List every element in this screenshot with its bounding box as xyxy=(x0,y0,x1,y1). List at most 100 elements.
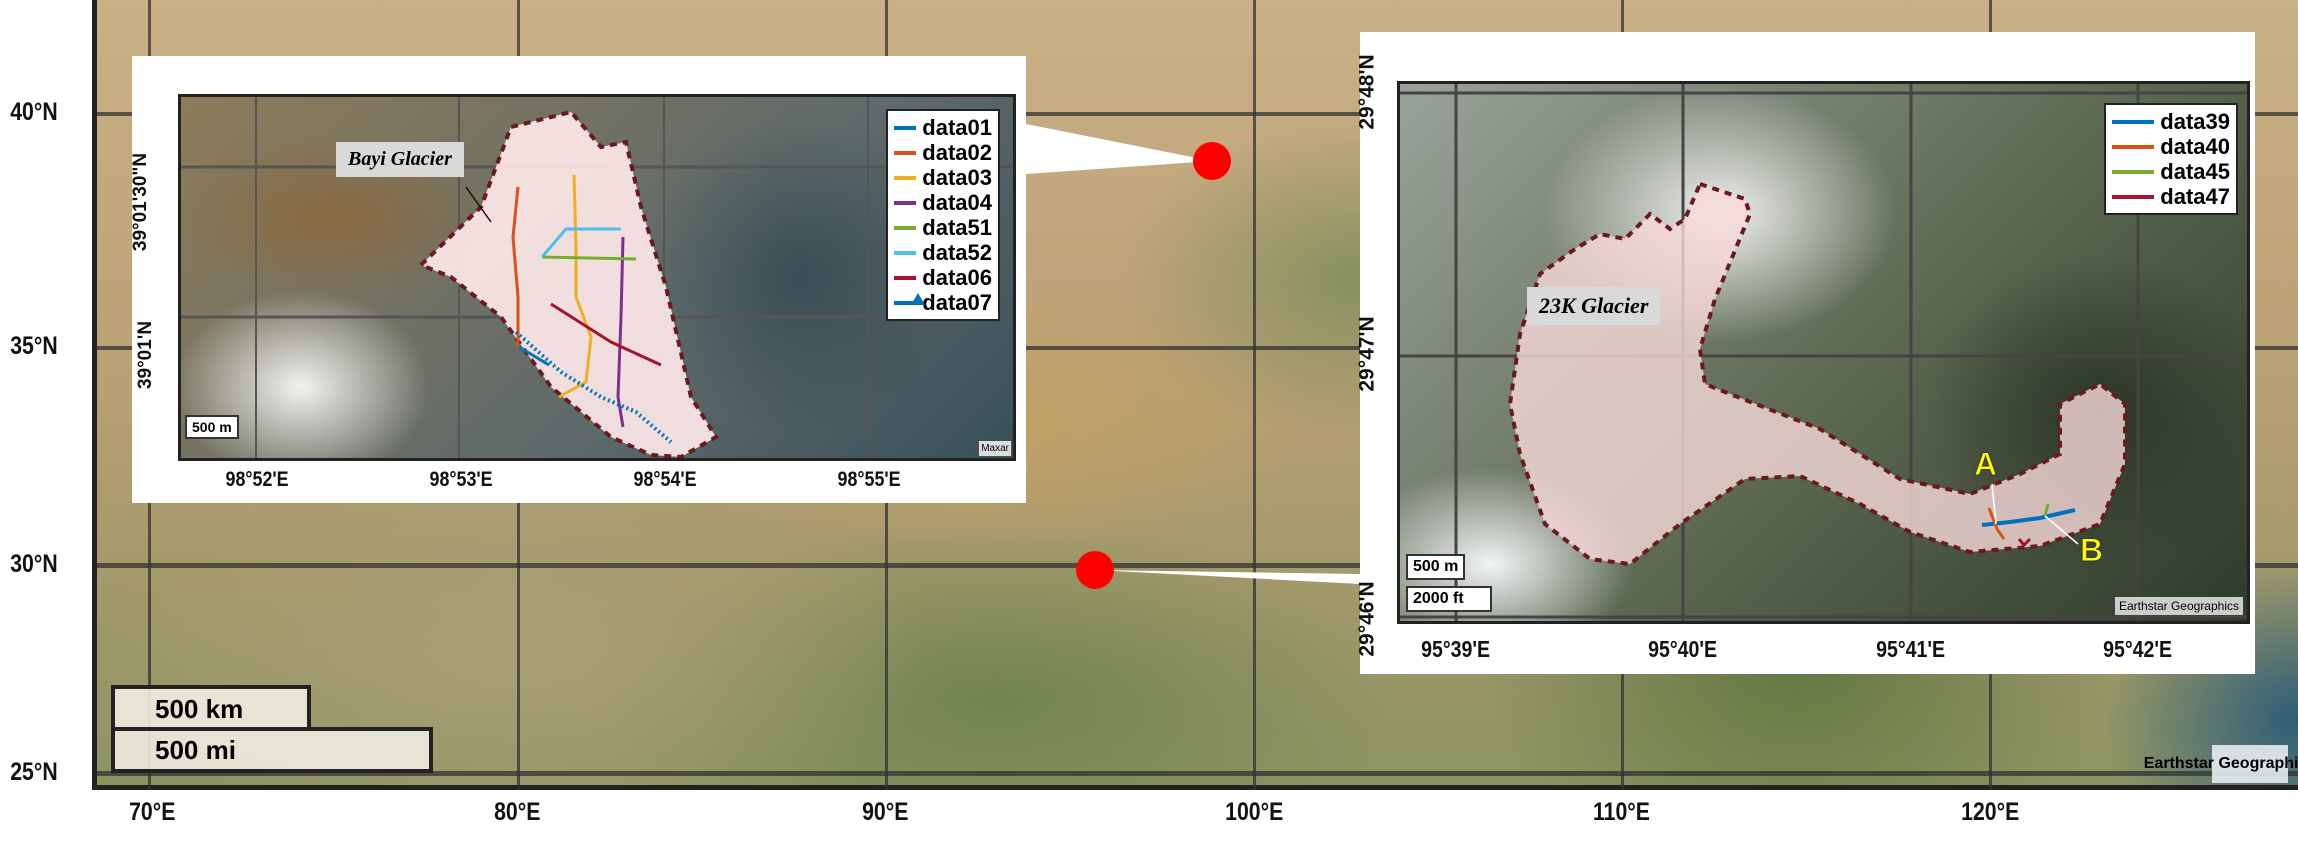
lat-label: 40°N xyxy=(10,98,58,126)
legend-label: data01 xyxy=(922,114,992,140)
scale-bar-km: 500 km xyxy=(111,685,311,729)
glacier-label: 23K Glacier xyxy=(1527,287,1661,325)
line-swatch-icon xyxy=(2112,119,2155,124)
callout-wedge-bayi xyxy=(1026,124,1212,174)
legend-item: data45 xyxy=(2112,159,2230,184)
legend-label: data03 xyxy=(922,164,992,190)
gridline-35n xyxy=(97,346,2298,350)
scale-bar-ft: 2000 ft xyxy=(1406,586,1492,612)
legend-label: data45 xyxy=(2160,158,2230,184)
bayi-glacier-outline xyxy=(417,109,719,458)
lat-label: 39°01'N xyxy=(135,320,157,390)
line-swatch-icon xyxy=(894,225,917,230)
lon-label: 95°41'E xyxy=(1876,636,1946,662)
legend-item: data07 xyxy=(894,290,992,315)
lat-label: 30°N xyxy=(10,550,58,578)
line-swatch-icon xyxy=(2112,144,2155,149)
legend-item: data40 xyxy=(2112,134,2230,159)
bayi-map: Bayi Glacier 500 m Maxar data01 data02 dat… xyxy=(178,94,1016,461)
legend-item: data51 xyxy=(894,215,992,240)
legend-label: data51 xyxy=(922,214,992,240)
lon-label: 98°55'E xyxy=(837,468,901,491)
track-data06 xyxy=(550,302,662,367)
line-swatch-icon xyxy=(894,275,917,280)
track-data01 xyxy=(518,345,550,367)
track-data40 xyxy=(1987,507,2006,540)
23k-glacier-outline xyxy=(1507,181,2127,567)
point-a-label: A xyxy=(1973,446,1998,483)
bayi-glacier-inset: Bayi Glacier 500 m Maxar data01 data02 dat… xyxy=(130,56,1026,503)
lat-label: 29°46'N xyxy=(1355,581,1379,657)
line-swatch-icon xyxy=(894,250,917,255)
line-triangle-icon xyxy=(894,292,925,305)
legend-label: data52 xyxy=(922,239,992,265)
scale-bar-m: 500 m xyxy=(1406,554,1466,580)
label-leader-line xyxy=(465,186,492,223)
line-swatch-icon xyxy=(2112,169,2155,174)
gridline-40n xyxy=(97,112,2298,116)
legend: data01 data02 data03 data04 data51 data52 data… xyxy=(886,109,1000,321)
lat-label: 35°N xyxy=(10,332,58,360)
gridline-30n xyxy=(97,563,2298,568)
legend-label: data04 xyxy=(922,189,992,215)
legend-item: data02 xyxy=(894,140,992,165)
track-data02 xyxy=(511,186,520,347)
legend-label: data39 xyxy=(2160,108,2230,134)
track-data52 xyxy=(540,227,621,258)
line-swatch-icon xyxy=(894,200,917,205)
lon-label: 100°E xyxy=(1225,798,1284,826)
attribution: Earthstar Geographics xyxy=(2144,745,2298,783)
line-swatch-icon xyxy=(2112,194,2155,199)
lon-label: 95°39'E xyxy=(1421,636,1491,662)
lat-label: 39°01'30"N xyxy=(130,152,152,252)
track-data51 xyxy=(541,255,637,261)
attribution-text: Earthstar Geographics xyxy=(2143,755,2298,772)
legend-item: data03 xyxy=(894,165,992,190)
attribution: Earthstar Geographics xyxy=(2114,597,2243,615)
legend-item: data39 xyxy=(2112,109,2230,134)
track-data04 xyxy=(616,236,625,428)
lat-label: 29°48'N xyxy=(1355,54,1379,130)
track-data47 xyxy=(2017,537,2032,548)
23k-map: 23K Glacier A B 500 m 2000 ft Earthstar … xyxy=(1397,81,2250,624)
legend-label: data02 xyxy=(922,139,992,165)
lon-label: 95°40'E xyxy=(1648,636,1718,662)
gridline-25n xyxy=(97,771,2298,776)
line-swatch-icon xyxy=(894,150,917,155)
line-swatch-icon xyxy=(894,175,917,180)
lon-label: 90°E xyxy=(862,798,909,826)
lon-label: 110°E xyxy=(1593,798,1650,826)
legend-label: data47 xyxy=(2160,183,2230,209)
location-marker-23k[interactable] xyxy=(1076,551,1114,589)
lon-label: 120°E xyxy=(1961,798,2020,826)
gridline-100e xyxy=(1253,0,1256,790)
bayi-map-svg xyxy=(181,97,1013,458)
23k-glacier-inset: 23K Glacier A B 500 m 2000 ft Earthstar … xyxy=(1356,32,2255,674)
scale-bar-mi: 500 mi xyxy=(111,727,433,773)
legend-label: data07 xyxy=(922,289,992,315)
glacier-label: Bayi Glacier xyxy=(336,142,464,177)
lon-label: 98°54'E xyxy=(633,468,697,491)
track-data45 xyxy=(2043,503,2050,517)
lon-label: 80°E xyxy=(494,798,541,826)
lon-label: 95°42'E xyxy=(2103,636,2173,662)
lat-label: 29°47'N xyxy=(1355,316,1379,392)
point-a-leader xyxy=(1991,483,1997,525)
legend-label: data06 xyxy=(922,264,992,290)
legend: data39 data40 data45 data47 xyxy=(2104,103,2238,215)
location-marker-bayi[interactable] xyxy=(1193,142,1231,180)
point-b-label: B xyxy=(2079,532,2104,569)
lon-label: 98°52'E xyxy=(225,468,289,491)
line-swatch-icon xyxy=(894,125,917,130)
attribution: Maxar xyxy=(979,441,1011,456)
lat-label: 25°N xyxy=(10,758,58,786)
legend-item: data06 xyxy=(894,265,992,290)
point-b-leader xyxy=(2044,515,2079,545)
track-data03 xyxy=(558,174,593,399)
legend-item: data52 xyxy=(894,240,992,265)
legend-item: data01 xyxy=(894,115,992,140)
lon-label: 98°53'E xyxy=(429,468,493,491)
legend-label: data40 xyxy=(2160,133,2230,159)
